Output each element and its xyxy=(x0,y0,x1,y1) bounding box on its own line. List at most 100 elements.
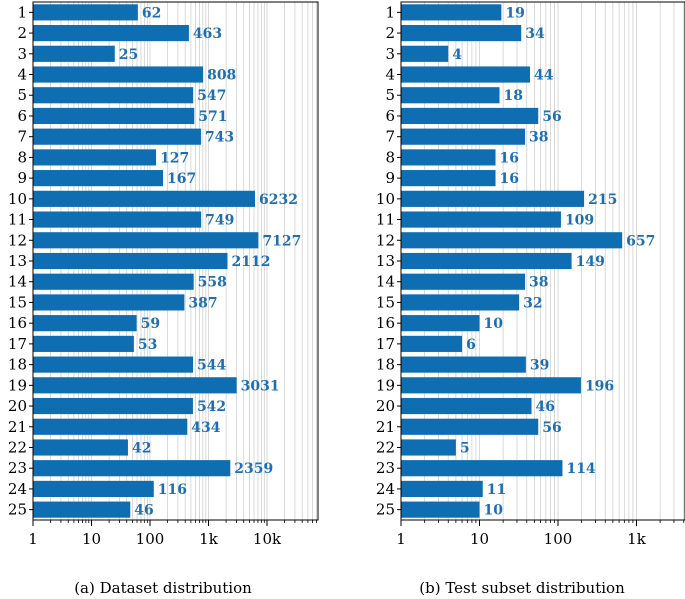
y-tick-label-11: 11 xyxy=(376,211,395,229)
bar-19 xyxy=(401,377,581,394)
bar-21 xyxy=(33,418,188,435)
bar-label-5: 18 xyxy=(504,88,523,104)
bar-label-15: 387 xyxy=(188,295,217,311)
y-tick-label-2: 2 xyxy=(17,24,27,42)
bar-label-11: 749 xyxy=(205,213,234,229)
bar-20 xyxy=(33,397,193,415)
y-tick-label-6: 6 xyxy=(385,107,395,125)
bar-label-16: 59 xyxy=(141,316,160,332)
x-tick-label-10: 10 xyxy=(470,530,489,548)
bar-13 xyxy=(401,252,572,270)
y-tick-label-23: 23 xyxy=(376,459,395,477)
bar-9 xyxy=(401,170,496,187)
y-tick-label-22: 22 xyxy=(8,438,27,456)
bar-11 xyxy=(33,211,202,228)
y-tick-label-10: 10 xyxy=(8,190,27,208)
bar-label-14: 38 xyxy=(529,275,548,291)
y-tick-label-1: 1 xyxy=(17,3,27,21)
bar-23 xyxy=(401,460,563,477)
bar-label-18: 544 xyxy=(197,358,226,374)
bar-label-19: 3031 xyxy=(241,378,280,394)
bar-label-16: 10 xyxy=(484,316,504,332)
y-tick-label-14: 14 xyxy=(376,273,395,291)
bar-label-7: 38 xyxy=(529,130,548,146)
bar-label-12: 7127 xyxy=(262,233,301,249)
bar-16 xyxy=(33,315,137,332)
bar-2 xyxy=(401,24,522,42)
axes-frame xyxy=(400,1,685,521)
y-tick-label-22: 22 xyxy=(376,438,395,456)
bar-8 xyxy=(33,149,157,166)
bar-10 xyxy=(401,190,585,207)
bar-label-1: 19 xyxy=(505,5,524,21)
y-tick-label-3: 3 xyxy=(17,45,27,63)
bar-17 xyxy=(401,335,463,352)
y-tick-label-8: 8 xyxy=(385,148,395,166)
bar-14 xyxy=(401,273,526,290)
x-tick-label-10k: 10k xyxy=(253,530,282,548)
bar-label-3: 25 xyxy=(119,47,138,63)
y-tick-label-13: 13 xyxy=(8,252,27,270)
bar-25 xyxy=(33,501,131,518)
y-tick-label-4: 4 xyxy=(385,66,395,84)
bar-label-13: 149 xyxy=(576,254,605,270)
bar-label-10: 215 xyxy=(588,192,617,208)
bar-label-20: 542 xyxy=(197,399,226,415)
bar-label-17: 6 xyxy=(466,337,476,353)
bar-label-25: 46 xyxy=(134,503,153,519)
bar-6 xyxy=(401,107,539,125)
x-tick-label-100: 100 xyxy=(136,530,165,548)
y-tick-label-9: 9 xyxy=(17,169,27,187)
y-tick-label-7: 7 xyxy=(385,128,395,146)
y-tick-label-12: 12 xyxy=(376,231,395,249)
chart-panel-dataset-distribution: 6214632253808454755716743712781679623210… xyxy=(8,1,319,548)
bar-6 xyxy=(33,107,195,125)
bar-10 xyxy=(33,190,255,207)
bar-7 xyxy=(33,128,201,145)
bar-15 xyxy=(401,294,520,311)
bar-label-24: 11 xyxy=(487,482,506,498)
y-tick-label-10: 10 xyxy=(376,190,395,208)
bar-label-22: 5 xyxy=(460,440,470,456)
bar-label-4: 808 xyxy=(207,68,236,84)
bar-label-23: 2359 xyxy=(234,461,273,477)
x-tick-label-10: 10 xyxy=(82,530,101,548)
y-tick-label-3: 3 xyxy=(385,45,395,63)
y-tick-label-20: 20 xyxy=(8,397,27,415)
bar-label-9: 167 xyxy=(167,171,196,187)
bar-label-9: 16 xyxy=(500,171,519,187)
bar-11 xyxy=(401,211,561,228)
bar-label-8: 16 xyxy=(500,150,519,166)
bar-label-5: 547 xyxy=(197,88,226,104)
y-tick-label-17: 17 xyxy=(376,335,395,353)
y-tick-label-14: 14 xyxy=(8,273,27,291)
y-tick-label-21: 21 xyxy=(376,418,395,436)
bar-5 xyxy=(401,87,500,104)
y-tick-label-24: 24 xyxy=(8,480,27,498)
bar-label-10: 6232 xyxy=(259,192,298,208)
bar-18 xyxy=(33,356,194,373)
y-tick-label-7: 7 xyxy=(17,128,27,146)
caption-dataset-distribution: (a) Dataset distribution xyxy=(74,579,252,597)
bar-16 xyxy=(401,315,480,332)
bar-label-21: 434 xyxy=(191,420,220,436)
bar-5 xyxy=(33,87,194,104)
y-tick-label-18: 18 xyxy=(376,356,395,374)
bar-22 xyxy=(401,439,456,456)
x-tick-label-1: 1 xyxy=(28,530,38,548)
chart-panel-test-subset-distribution: 1913424344418556638716816921510109116571… xyxy=(376,1,685,548)
bar-9 xyxy=(33,170,164,187)
bar-label-22: 42 xyxy=(132,440,151,456)
bar-label-23: 114 xyxy=(566,461,595,477)
y-tick-label-1: 1 xyxy=(385,3,395,21)
bar-label-12: 657 xyxy=(626,233,655,249)
bar-label-7: 743 xyxy=(205,130,234,146)
y-tick-label-24: 24 xyxy=(376,480,395,498)
bar-3 xyxy=(33,45,115,62)
bar-label-8: 127 xyxy=(160,150,189,166)
y-tick-label-12: 12 xyxy=(8,231,27,249)
y-tick-label-2: 2 xyxy=(385,24,395,42)
y-tick-label-16: 16 xyxy=(8,314,27,332)
bar-label-21: 56 xyxy=(542,420,561,436)
bar-4 xyxy=(401,66,531,83)
